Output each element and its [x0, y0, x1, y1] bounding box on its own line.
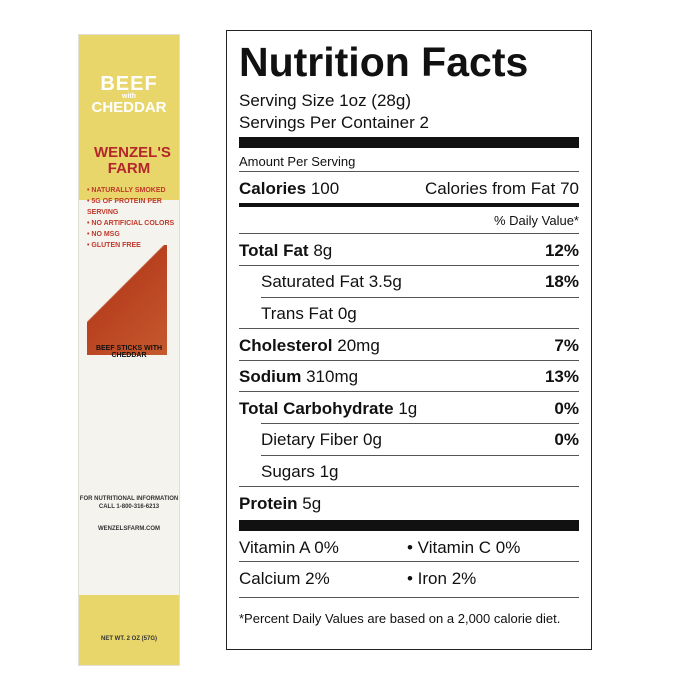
divider	[239, 360, 579, 361]
footnote: *Percent Daily Values are based on a 2,0…	[239, 611, 561, 626]
divider	[239, 486, 579, 487]
divider	[239, 328, 579, 329]
product-package: BEEF with CHEDDAR WENZEL'S FARM • NATURA…	[78, 34, 180, 666]
row-total-fat: Total Fat 8g 12%	[239, 241, 579, 260]
flavor-bottom: CHEDDAR	[91, 99, 167, 116]
divider	[239, 520, 579, 531]
nutrition-facts-label: Nutrition Facts Serving Size 1oz (28g) S…	[226, 30, 592, 650]
row-protein: Protein 5g	[239, 494, 322, 513]
divider	[239, 233, 579, 234]
brand-logo: WENZEL'S FARM	[94, 144, 171, 177]
bullet: • GLUTEN FREE	[87, 242, 141, 249]
amount-per-serving: Amount Per Serving	[239, 154, 356, 169]
divider	[261, 455, 579, 456]
divider	[239, 597, 579, 598]
divider	[239, 265, 579, 266]
divider	[261, 297, 579, 298]
flavor-top: BEEF	[100, 73, 158, 95]
calories-value: 100	[310, 179, 340, 198]
calories-from-fat: Calories from Fat 70	[425, 179, 579, 198]
calories-label: Calories	[239, 179, 307, 198]
divider	[239, 203, 579, 207]
divider	[239, 561, 579, 562]
row-sugars: Sugars 1g	[261, 462, 339, 481]
contact-info: FOR NUTRITIONAL INFORMATION CALL 1-800-3…	[79, 496, 179, 510]
divider	[261, 423, 579, 424]
label-title: Nutrition Facts	[239, 39, 529, 85]
bullet-list: • NATURALLY SMOKED • 5G OF PROTEIN PER S…	[87, 185, 179, 251]
serving-size: Serving Size 1oz (28g)	[239, 91, 411, 110]
bullet: • 5G OF PROTEIN PER SERVING	[87, 198, 162, 216]
meat-stick-window	[87, 245, 167, 355]
servings-per-container: Servings Per Container 2	[239, 113, 429, 132]
row-minerals: Calcium 2% • Iron 2%	[239, 569, 477, 588]
row-dietary-fiber: Dietary Fiber 0g 0%	[261, 430, 579, 449]
row-saturated-fat: Saturated Fat 3.5g 18%	[261, 272, 579, 291]
row-trans-fat: Trans Fat 0g	[261, 304, 357, 323]
product-name: BEEF STICKS WITH CHEDDAR	[95, 345, 163, 359]
divider	[239, 137, 579, 148]
net-weight: NET WT. 2 OZ (57G)	[100, 636, 157, 642]
daily-value-header: % Daily Value*	[493, 213, 579, 228]
row-vitamins: Vitamin A 0% • Vitamin C 0%	[239, 538, 521, 557]
row-sodium: Sodium 310mg 13%	[239, 367, 579, 386]
row-cholesterol: Cholesterol 20mg 7%	[239, 336, 579, 355]
bullet: • NO MSG	[87, 231, 120, 238]
bullet: • NATURALLY SMOKED	[87, 187, 166, 194]
bullet: • NO ARTIFICIAL COLORS	[87, 220, 175, 227]
website: WENZELSFARM.COM	[98, 526, 160, 532]
divider	[239, 171, 579, 172]
divider	[239, 391, 579, 392]
row-total-carbohydrate: Total Carbohydrate 1g 0%	[239, 399, 579, 418]
flavor-mid: with	[122, 93, 136, 100]
